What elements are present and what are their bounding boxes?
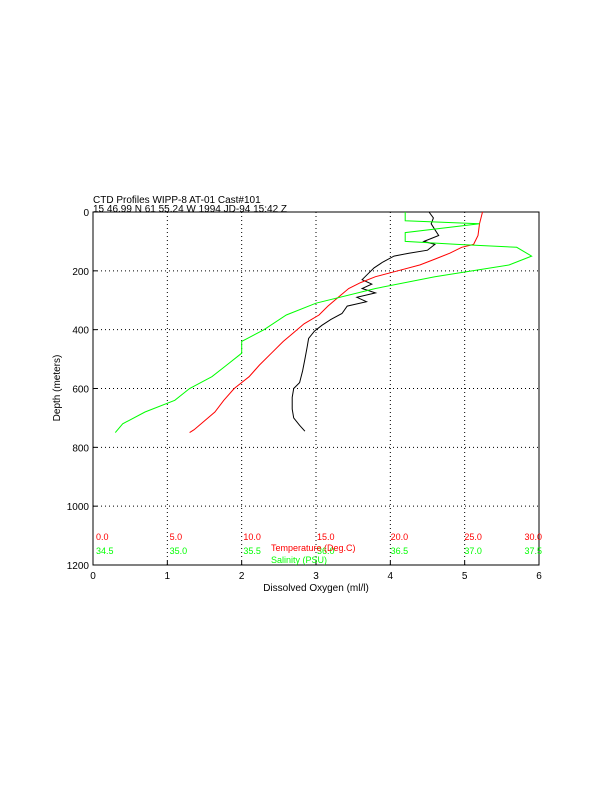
y-axis-title: Depth (meters)	[52, 355, 63, 422]
temperature-tick-label: 10.0	[243, 532, 261, 542]
grid-layer	[93, 212, 539, 565]
temperature-tick-label: 30.0	[524, 532, 542, 542]
x-axis-title: Dissolved Oxygen (ml/l)	[263, 583, 369, 594]
temperature-tick-label: 15.0	[317, 532, 335, 542]
salinity-tick-label: 36.0	[317, 546, 335, 556]
temperature-tick-label: 20.0	[391, 532, 409, 542]
y-tick-label: 0	[83, 208, 89, 219]
y-tick-label: 200	[72, 267, 89, 278]
salinity-scale-name: Salinity (PSU)	[271, 555, 327, 565]
salinity-tick-label: 37.5	[524, 546, 542, 556]
temperature-scale-name: Temperature (Deg.C)	[271, 543, 356, 553]
x-tick-label: 2	[239, 571, 245, 582]
y-tick-label: 600	[72, 385, 89, 396]
x-tick-label: 3	[313, 571, 319, 582]
x-tick-label: 5	[462, 571, 468, 582]
y-tick-label: 800	[72, 443, 89, 454]
x-tick-label: 0	[90, 571, 96, 582]
chart-title-line1: CTD Profiles WIPP-8 AT-01 Cast#101	[93, 195, 261, 206]
series-line-salinity	[114, 212, 533, 433]
salinity-tick-label: 35.5	[243, 546, 261, 556]
temperature-tick-label: 25.0	[464, 532, 482, 542]
y-tick-label: 1000	[67, 502, 90, 513]
x-tick-label: 1	[165, 571, 171, 582]
chart-title-line2: 15 46.99 N 61 55.24 W 1994 JD-94 15:42 Z	[93, 204, 287, 215]
y-tick-label: 1200	[67, 561, 90, 572]
salinity-tick-label: 36.5	[391, 546, 409, 556]
axis-layer: 0 1 2 3 4 5 6 0 200 400 600 800 1000 1200 0.0 5.0 10.0 15…	[67, 208, 542, 582]
temperature-tick-label: 0.0	[96, 532, 109, 542]
x-tick-label: 4	[388, 571, 394, 582]
x-tick-label: 6	[536, 571, 542, 582]
salinity-tick-label: 35.0	[170, 546, 188, 556]
series-line-dissolved	[291, 211, 440, 432]
salinity-tick-label: 37.0	[464, 546, 482, 556]
y-tick-label: 400	[72, 326, 89, 337]
series-line-temperature	[189, 211, 483, 434]
salinity-tick-label: 34.5	[96, 546, 114, 556]
series-layer	[114, 211, 533, 434]
temperature-tick-label: 5.0	[170, 532, 183, 542]
